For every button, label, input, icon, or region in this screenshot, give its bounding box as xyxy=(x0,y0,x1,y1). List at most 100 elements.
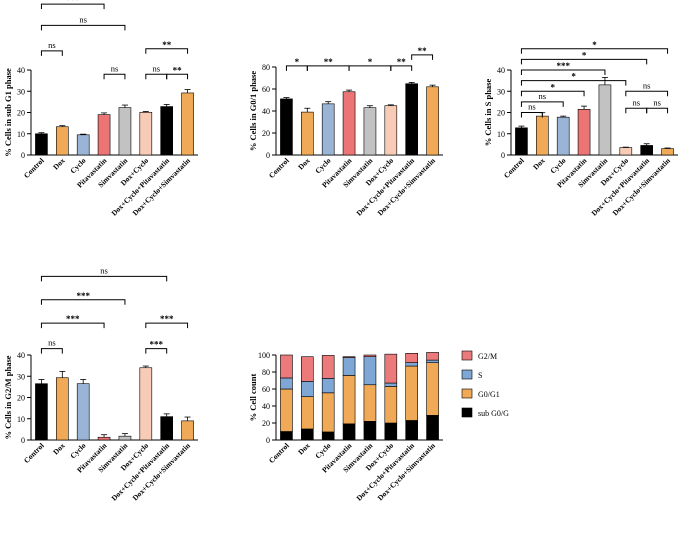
significance-label: * xyxy=(582,50,587,60)
significance-label: *** xyxy=(66,314,80,324)
category-label: Control xyxy=(267,441,291,465)
significance-label: ** xyxy=(418,46,428,56)
stack-segment xyxy=(405,362,418,367)
significance-label: ns xyxy=(79,14,87,24)
y-tick-label: 20 xyxy=(262,419,270,428)
y-tick-label: 10 xyxy=(17,130,25,139)
bar xyxy=(56,126,69,156)
bar xyxy=(598,84,612,156)
category-label: Dox xyxy=(51,156,67,172)
significance-label: ns xyxy=(48,40,56,50)
category-label: Control xyxy=(22,156,46,180)
significance-bracket xyxy=(40,24,126,31)
significance-label: *** xyxy=(66,0,80,5)
significance-label: ns xyxy=(632,97,640,107)
bar xyxy=(619,147,633,156)
significance-bracket xyxy=(145,348,168,354)
stack-segment xyxy=(301,428,314,441)
significance-label: ** xyxy=(162,40,172,50)
significance-label: ns xyxy=(539,91,547,101)
bar xyxy=(35,383,48,441)
bar xyxy=(76,134,90,156)
significance-label: ns xyxy=(643,80,651,90)
bar xyxy=(160,416,173,441)
chart-subg1: 0 10 20 30 40 % Cells in sub G1 phase Control D… xyxy=(3,0,198,218)
bar xyxy=(97,114,111,156)
stack-segment xyxy=(363,420,377,441)
y-tick-label: 40 xyxy=(17,351,25,360)
y-tick-label: 20 xyxy=(497,109,505,118)
bar xyxy=(661,148,674,156)
stack-segment xyxy=(280,354,293,379)
legend-label-g0g1: G0/G1 xyxy=(478,390,500,399)
y-tick-label: 10 xyxy=(17,415,25,424)
bar xyxy=(384,105,398,156)
significance-label: ** xyxy=(397,57,407,67)
significance-label: * xyxy=(368,57,373,67)
significance-label: ** xyxy=(173,65,183,75)
significance-bracket xyxy=(40,322,105,329)
y-tick-label: 20 xyxy=(262,129,270,138)
bar xyxy=(35,133,48,156)
bar xyxy=(536,115,549,156)
significance-bracket xyxy=(411,54,434,60)
stack-segment xyxy=(301,396,314,430)
significance-bracket xyxy=(103,73,126,80)
significance-bracket xyxy=(625,107,648,114)
y-tick-label: 20 xyxy=(17,394,25,403)
chart-g2m: 0 10 20 30 40 % Cells in G2/M phase Control Dox… xyxy=(3,265,198,503)
stack-segment xyxy=(384,353,398,384)
category-label: Dox xyxy=(296,156,312,172)
significance-bracket xyxy=(145,73,168,80)
significance-label: *** xyxy=(160,314,174,324)
legend-label-subg0g: sub G0/G xyxy=(478,409,509,418)
legend-swatch-subg0g xyxy=(461,407,473,418)
bar xyxy=(426,86,439,156)
y-tick-label: 80 xyxy=(262,63,270,72)
stack-segment xyxy=(342,423,356,441)
stack-segment xyxy=(342,357,356,376)
significance-bracket xyxy=(40,299,126,305)
stack-segment xyxy=(426,359,439,363)
bar xyxy=(56,377,69,441)
significance-bracket xyxy=(520,58,648,65)
category-label: Dox xyxy=(296,441,312,457)
stack-segment xyxy=(321,392,335,433)
stack-segment xyxy=(426,352,439,361)
significance-bracket xyxy=(40,3,105,10)
significance-bracket xyxy=(520,90,585,97)
significance-bracket xyxy=(40,275,168,282)
significance-label: *** xyxy=(150,340,164,350)
legend-swatch-g2m xyxy=(461,350,473,361)
bar xyxy=(280,98,293,156)
stacked-legend: G2/M S G0/G1 sub G0/G xyxy=(461,350,509,418)
stack-segment xyxy=(363,384,377,422)
significance-label: ns xyxy=(653,97,661,107)
stack-segment xyxy=(363,354,377,357)
category-label: Dox xyxy=(531,156,547,172)
significance-label: ns xyxy=(111,63,119,73)
significance-label: ns xyxy=(152,63,160,73)
stack-segment xyxy=(405,420,418,441)
legend-swatch-g0g1 xyxy=(461,388,473,399)
stack-segment xyxy=(280,377,293,390)
significance-bracket xyxy=(520,112,543,118)
category-label: Dox xyxy=(51,441,67,457)
significance-bracket xyxy=(390,65,413,71)
stack-segment xyxy=(321,431,335,441)
stack-segment xyxy=(280,431,293,441)
stack-segment xyxy=(280,388,293,432)
chart-g0g1: 0 20 40 60 80 % Cells in G0/1 phase Control Dox… xyxy=(248,46,443,218)
y-tick-label: 30 xyxy=(497,87,505,96)
y-tick-label: 100 xyxy=(258,351,270,360)
significance-label: * xyxy=(571,72,576,82)
y-axis-label: % Cells in G0/1 phase xyxy=(248,71,258,152)
category-label: Control xyxy=(502,156,526,180)
y-tick-label: 40 xyxy=(262,402,270,411)
bar xyxy=(181,92,194,156)
stack-segment xyxy=(342,356,356,358)
legend-label-s: S xyxy=(478,371,482,380)
